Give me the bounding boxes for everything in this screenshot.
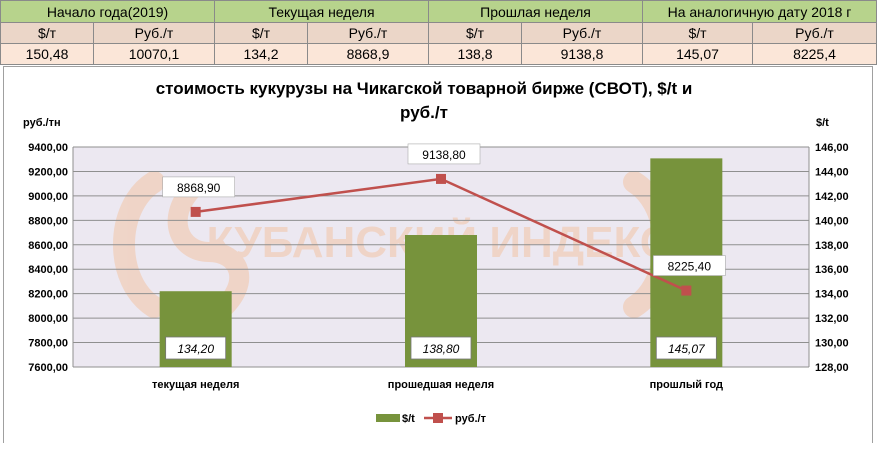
chart-legend: $/t руб./т [376,413,487,425]
bar-data-label: 145,07 [668,342,706,356]
line-label-box [653,255,726,276]
line-point [436,173,446,184]
chart-title-line-2: руб./т [400,103,448,122]
price-table-value-row: 150,48 10070,1 134,2 8868,9 138,8 9138,8… [0,43,877,65]
left-tick-label: 8400,00 [28,264,68,276]
left-tick-label: 9200,00 [28,166,68,178]
legend-swatch-usd [376,414,400,422]
legend-label-usd: $/t [402,413,415,425]
right-tick-label: 128,00 [815,362,849,374]
left-tick-label: 7600,00 [28,362,68,374]
value-cell: 8868,9 [307,43,429,65]
left-tick-label: 8600,00 [28,240,68,252]
value-cell: 9138,8 [521,43,643,65]
category-label: текущая неделя [152,379,239,391]
chart-panel: КУБАНСКИЙ ИНДЕКС 7600,00 7800,00 8000,00 82… [3,66,873,443]
bar-data-label: 134,20 [177,342,214,356]
price-table-group-row: Начало года(2019) Текущая неделя Прошлая… [0,0,877,23]
category-label: прошлый год [650,379,723,391]
right-tick-label: 130,00 [815,338,849,350]
line-point [681,285,692,296]
value-cell: 134,2 [214,43,308,65]
group-header-last-week: Прошлая неделя [428,0,643,23]
bar-label-box [410,336,472,360]
unit-cell: Руб./т [307,22,429,44]
left-axis-label: руб./тн [23,117,61,129]
unit-cell: $/т [428,22,522,44]
chart-title-line-1: стоимость кукурузы на Чикагской товарной… [156,79,693,98]
unit-cell: $/т [214,22,308,44]
bar-label-box [655,336,717,360]
right-tick-label: 138,00 [815,240,849,252]
left-tick-label: 8800,00 [28,215,68,227]
unit-cell: $/т [0,22,94,44]
right-axis-label: $/t [816,117,829,129]
value-cell: 138,8 [428,43,522,65]
left-tick-label: 8200,00 [28,289,68,301]
right-tick-label: 136,00 [815,264,849,276]
left-tick-label: 9000,00 [28,191,68,203]
right-tick-label: 132,00 [815,313,849,325]
line-series-rub: 8868,90 9138,80 8225,40 [162,143,726,296]
unit-cell: Руб./т [93,22,215,44]
corn-price-chart: КУБАНСКИЙ ИНДЕКС 7600,007800,008000,0082… [23,79,849,425]
price-table: Начало года(2019) Текущая неделя Прошлая… [0,0,877,65]
line-point [190,206,201,217]
bar-data-label: 138,80 [423,342,460,356]
right-axis-ticks: 128,00 130,00 132,00 134,00 136,00 138,00 140,… [815,142,849,374]
right-tick-label: 140,00 [815,215,849,227]
right-tick-label: 142,00 [815,191,849,203]
legend-label-rub: руб./т [455,413,487,425]
group-header-same-date-2018: На аналогичную дату 2018 г [642,0,877,23]
group-header-current-week: Текущая неделя [214,0,429,23]
left-axis-ticks: 7600,00 7800,00 8000,00 8200,00 8400,00 8600,… [28,142,68,374]
category-labels: текущая неделя прошедшая неделя прошлый го… [152,379,723,391]
value-cell: 145,07 [642,43,753,65]
group-header-year-start: Начало года(2019) [0,0,215,23]
line-data-label: 9138,80 [422,148,466,162]
left-tick-label: 9400,00 [28,142,68,154]
unit-cell: Руб./т [752,22,877,44]
legend-swatch-rub-marker [433,413,443,423]
value-cell: 8225,4 [752,43,877,65]
right-tick-label: 146,00 [815,142,849,154]
unit-cell: Руб./т [521,22,643,44]
price-table-unit-row: $/т Руб./т $/т Руб./т $/т Руб./т $/т Руб… [0,22,877,44]
value-cell: 10070,1 [93,43,215,65]
left-tick-label: 8000,00 [28,313,68,325]
value-cell: 150,48 [0,43,94,65]
unit-cell: $/т [642,22,753,44]
line-label-box [407,143,481,165]
line-data-label: 8868,90 [177,181,221,195]
line-data-label: 8225,40 [668,260,712,274]
bar-label-box [165,336,227,360]
right-tick-label: 144,00 [815,166,849,178]
left-tick-label: 7800,00 [28,338,68,350]
line-label-box [162,176,235,198]
right-tick-label: 134,00 [815,289,849,301]
category-label: прошедшая неделя [388,379,494,391]
